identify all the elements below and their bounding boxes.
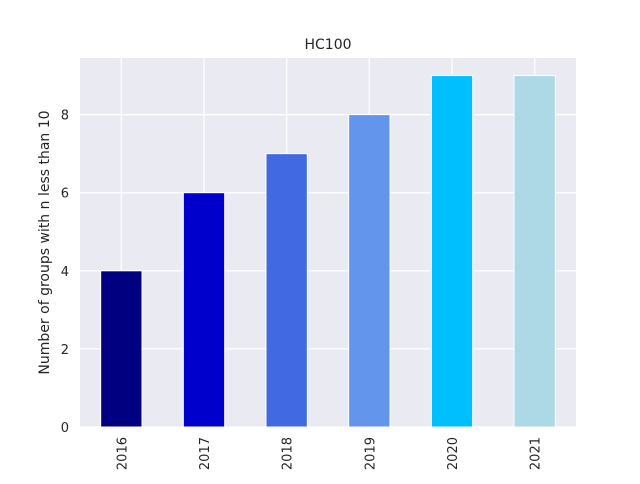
bar-2016 — [100, 270, 143, 428]
x-tick-label: 2018 — [281, 437, 296, 470]
bars — [100, 75, 556, 428]
y-tick-label: 0 — [61, 421, 69, 436]
x-tick-label: 2021 — [529, 437, 544, 470]
bar-2021 — [513, 75, 556, 428]
x-tick-label: 2019 — [363, 437, 378, 470]
bar-2018 — [265, 153, 308, 428]
y-tick-label: 6 — [61, 187, 69, 202]
y-tick-label: 2 — [61, 343, 69, 358]
bar-2019 — [348, 114, 391, 428]
bar-2017 — [182, 192, 226, 428]
x-tick-labels: 2016 2017 2018 2019 2020 2021 — [115, 437, 543, 470]
bar-2020 — [430, 75, 474, 428]
chart-title: HC100 — [304, 37, 351, 53]
y-axis-label: Number of groups with n less than 10 — [37, 110, 53, 374]
y-tick-labels: 0 2 4 6 8 — [61, 109, 69, 436]
plot-area — [80, 58, 576, 427]
x-tick-label: 2020 — [446, 437, 461, 470]
x-tick-label: 2016 — [115, 437, 130, 470]
y-tick-label: 8 — [61, 109, 69, 124]
y-tick-label: 4 — [61, 265, 69, 280]
x-tick-label: 2017 — [198, 437, 213, 470]
